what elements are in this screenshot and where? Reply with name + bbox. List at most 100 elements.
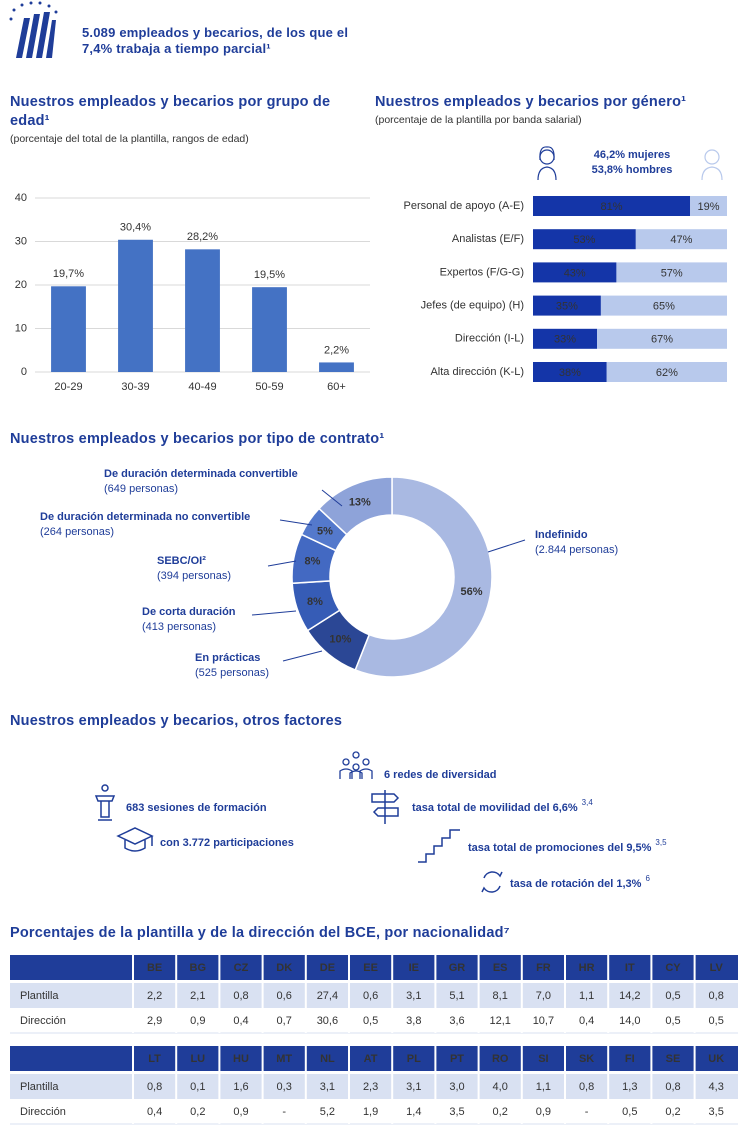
cell: 0,5 [363,1015,378,1027]
cell: 0,9 [233,1106,248,1118]
cell: 0,2 [190,1106,205,1118]
bar-segment [597,328,727,349]
cell: 1,1 [579,990,594,1002]
row-label: Plantilla [20,1081,59,1093]
column-header: SK [579,1053,594,1065]
cell: 0,5 [709,1015,724,1027]
persons-label: (394 personas) [157,570,231,582]
man-icon [701,149,723,181]
y-tick-label: 10 [15,322,27,334]
cell: 3,1 [406,1081,421,1093]
column-header: RO [492,1053,509,1065]
cell: 0,8 [233,990,248,1002]
cell: 0,8 [665,1081,680,1093]
cell: 0,7 [277,1015,292,1027]
cell: 0,8 [709,990,724,1002]
category-label: Analistas (E/F) [452,233,524,245]
column-header: LV [710,962,724,974]
column-header: GR [449,962,466,974]
cell: 1,9 [363,1106,378,1118]
value-label: 33% [554,334,576,346]
x-tick-label: 40-49 [188,381,216,393]
footnote: 3,5 [655,838,667,847]
cell: 0,8 [579,1081,594,1093]
table-title: Porcentajes de la plantilla y de la dire… [10,925,510,941]
donut-segment [318,476,393,536]
cell: 0,2 [665,1106,680,1118]
cell: 3,8 [406,1015,421,1027]
cell: 2,3 [363,1081,378,1093]
cell: 0,4 [233,1015,248,1027]
factor-text: tasa de rotación del 1,3% [510,878,642,890]
cell: 5,1 [449,990,464,1002]
cap-icon [116,827,154,852]
bar [51,286,86,372]
value-label: 62% [656,367,678,379]
x-tick-label: 30-39 [121,381,149,393]
value-label: 5% [317,525,333,537]
y-tick-label: 0 [21,366,27,378]
value-label: 19,5% [254,269,285,281]
row-label: Plantilla [20,990,59,1002]
category-label: Alta dirección (K-L) [430,366,524,378]
column-header: SI [538,1053,548,1065]
category-label: Indefinido [535,529,588,541]
cell: 0,6 [277,990,292,1002]
factor-text: con 3.772 participaciones [160,837,294,849]
cell: 0,9 [536,1106,551,1118]
row-band [10,983,738,1008]
persons-label: (2.844 personas) [535,544,618,556]
cell: - [585,1106,589,1118]
y-tick-label: 30 [15,235,27,247]
y-tick-label: 20 [15,279,27,291]
value-label: 38% [559,367,581,379]
value-label: 47% [670,234,692,246]
header-row [10,1046,738,1071]
category-label: Jefes (de equipo) (H) [421,300,524,312]
value-label: 53% [573,234,595,246]
factor-item: 6 redes de diversidad [384,769,497,781]
cell: 27,4 [317,990,338,1002]
y-tick-label: 40 [15,192,27,204]
category-label: En prácticas [195,652,260,664]
bar-segment [690,196,727,216]
bar-segment [635,229,727,250]
stairs-icon [418,829,460,863]
persons-label: (264 personas) [40,526,114,538]
leader-line [487,539,526,553]
cell: 7,0 [536,990,551,1002]
category-label: De corta duración [142,606,236,618]
bar [319,362,354,372]
x-tick-label: 20-29 [54,381,82,393]
cell: 0,5 [622,1106,637,1118]
cell: 10,7 [533,1015,554,1027]
cell: 0,8 [147,1081,162,1093]
column-header: FR [536,962,551,974]
cell: 3,1 [320,1081,335,1093]
value-label: 81% [601,201,623,213]
chart-subtitle: (porcentaje de la plantilla por banda sa… [375,114,582,126]
cell: 3,1 [406,990,421,1002]
row-band [10,1074,738,1099]
chart-title: Nuestros empleados y becarios por género… [375,94,687,110]
cell: 1,6 [233,1081,248,1093]
woman-icon [537,146,557,181]
value-label: 28,2% [187,231,218,243]
factor-text: 683 sesiones de formación [126,802,267,814]
column-header: DK [276,962,292,974]
cell: 0,5 [665,1015,680,1027]
column-header: PL [407,1053,421,1065]
category-label: SEBC/OI² [157,555,206,567]
column-header: SE [666,1053,681,1065]
category-label: Dirección (I-L) [455,333,524,345]
leader-line [321,489,343,507]
column-header: MT [276,1053,292,1065]
value-label: 56% [461,586,483,598]
cell: 2,2 [147,990,162,1002]
cell: 3,6 [449,1015,464,1027]
category-label: Personal de apoyo (A-E) [404,200,524,212]
value-label: 30,4% [120,222,151,234]
cell: 30,6 [317,1015,338,1027]
cell: 3,0 [449,1081,464,1093]
bar-segment [533,328,598,349]
